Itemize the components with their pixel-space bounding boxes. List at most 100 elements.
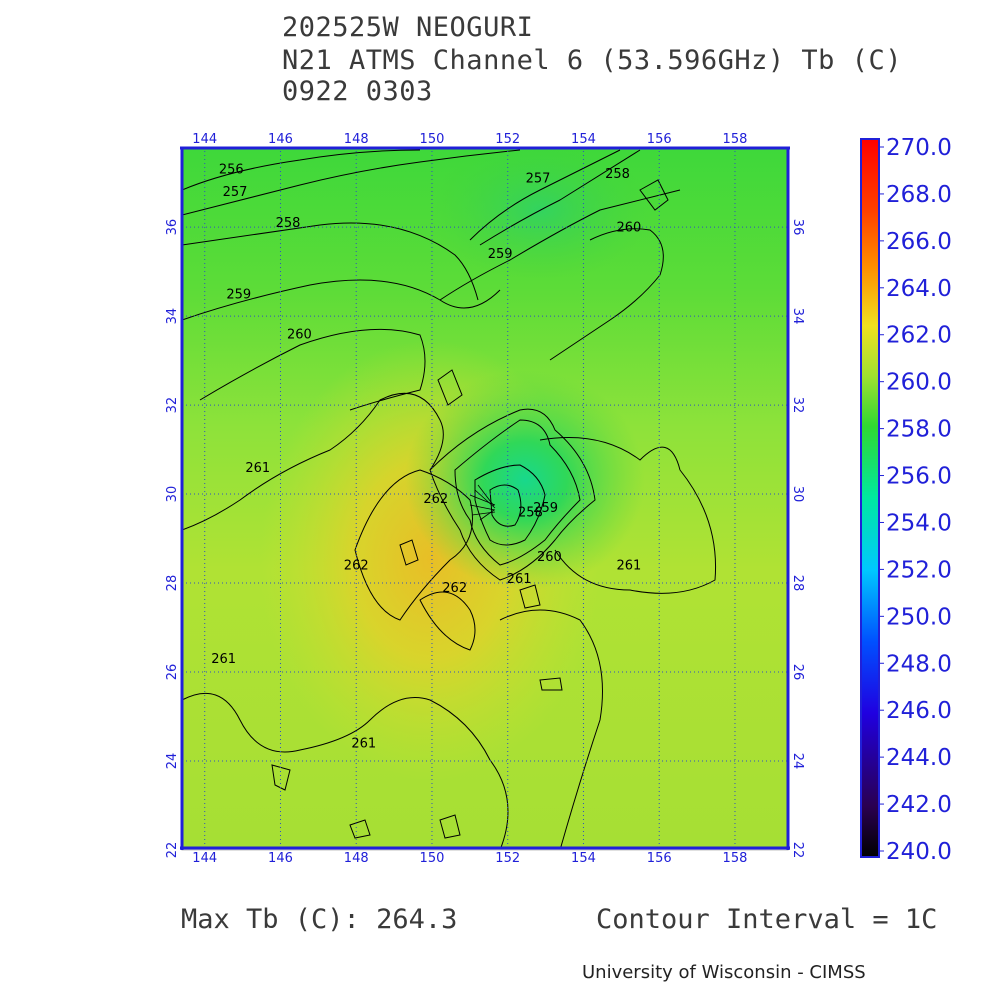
x-tick-label-top-5: 154 [571,132,596,147]
contour-258-core [474,464,546,546]
contour-label-5: 261 [245,461,270,476]
x-tick-label-top-2: 148 [344,132,369,147]
x-tick-label-top-0: 144 [192,132,217,147]
contour-label-16: 258 [605,167,630,182]
y-tick-label-left-5: 32 [165,397,180,414]
colorbar-label-11: 248.0 [886,651,952,677]
colorbar-label-9: 252.0 [886,557,952,583]
contour-261-south [182,692,509,850]
contour-257-north [469,149,621,241]
chart-subtitle: N21 ATMS Channel 6 (53.596GHz) Tb (C) [282,45,902,76]
x-tick-label-bottom-0: 144 [192,851,217,866]
max-tb-label: Max Tb (C): 264.3 [181,904,458,935]
credit-label: University of Wisconsin - CIMSS [582,962,866,983]
contour-interval-label: Contour Interval = 1C [596,904,938,935]
contour-label-6: 262 [423,492,448,507]
contour-small-n [437,369,463,406]
y-tick-label-left-1: 24 [165,753,180,770]
y-tick-label-right-7: 36 [790,219,805,236]
contour-257-core [489,484,522,527]
contour-label-8: 262 [442,581,467,596]
colorbar-label-6: 258.0 [886,417,952,443]
y-tick-label-right-0: 22 [790,842,805,859]
colorbar-label-4: 262.0 [886,323,952,349]
contour-259-core [454,419,581,566]
contour-label-13: 260 [537,550,562,565]
eye-contour-spokes [469,484,496,521]
contour-label-4: 260 [287,327,312,342]
y-tick-label-right-1: 24 [790,753,805,770]
contour-260-core [429,408,596,581]
colorbar-labels: 270.0 268.0 266.0 264.0 262.0 260.0 258.0 256.0… [879,135,952,865]
contour-label-19: 259 [533,501,558,516]
colorbar-label-13: 244.0 [886,745,952,771]
x-tick-label-bottom-6: 156 [647,851,672,866]
contour-260-north [549,228,664,361]
y-tick-label-left-3: 28 [165,575,180,592]
contour-small-s3 [349,819,371,839]
contour-label-9: 261 [211,652,236,667]
contour-label-14: 260 [617,221,642,236]
contour-262-a [354,469,473,621]
y-tick-label-right-4: 30 [790,486,805,503]
northern-cold-band [430,147,650,280]
contour-labels: 2562572582592602612622622622612612612612… [211,163,641,752]
contour-label-3: 259 [226,287,251,302]
x-tick-label-top-1: 146 [268,132,293,147]
contour-label-2: 258 [276,216,301,231]
x-tick-label-bottom-3: 150 [420,851,445,866]
colorbar-label-14: 242.0 [886,792,952,818]
contour-261-southeast [499,609,603,850]
y-tick-label-left-7: 36 [165,219,180,236]
x-tick-label-bottom-1: 146 [268,851,293,866]
y-tick-label-right-5: 32 [790,397,805,414]
contour-257 [182,149,521,216]
x-tick-label-bottom-5: 154 [571,851,596,866]
colorbar-label-1: 268.0 [886,182,952,208]
contour-label-10: 261 [351,737,376,752]
contour-259 [182,279,501,321]
x-tick-label-top-4: 152 [495,132,520,147]
contour-small-s2 [439,814,461,839]
contour-261-east [539,437,717,594]
contour-small-w [399,539,419,566]
cold-core-region [405,370,645,590]
contour-label-18: 258 [518,505,543,520]
contour-label-7: 262 [344,559,369,574]
x-tick-label-top-3: 150 [420,132,445,147]
contour-label-17: 257 [526,172,551,187]
y-tick-label-right-2: 26 [790,664,805,681]
y-tick-label-left-2: 26 [165,664,180,681]
contour-label-15: 259 [488,247,513,262]
chart-datetime: 0922 0303 [282,76,433,107]
contour-label-0: 256 [219,163,244,178]
y-tick-label-right-3: 28 [790,575,805,592]
contour-label-12: 261 [507,572,532,587]
axis-tick-labels: 144 144 146 146 148 148 150 150 152 152 154 154 156 1… [165,132,805,866]
contour-lines [182,149,717,850]
colorbar [860,138,880,858]
contour-label-1: 257 [223,185,248,200]
x-tick-label-bottom-7: 158 [723,851,748,866]
colorbar-label-10: 250.0 [886,604,952,630]
contour-label-11: 261 [617,559,642,574]
colorbar-label-0: 270.0 [886,135,952,161]
contour-small-sw [271,764,291,791]
colorbar-label-12: 246.0 [886,698,952,724]
y-tick-label-left-0: 22 [165,842,180,859]
contour-258-north [479,149,641,246]
colorbar-label-3: 264.0 [886,276,952,302]
contour-256 [182,149,421,191]
x-tick-label-bottom-4: 152 [495,851,520,866]
y-tick-label-left-4: 30 [165,486,180,503]
contour-262-b [419,591,476,651]
x-tick-label-top-6: 156 [647,132,672,147]
colorbar-label-8: 254.0 [886,510,952,536]
contour-258 [182,222,479,301]
contour-small-s [519,584,541,609]
x-tick-label-top-7: 158 [723,132,748,147]
colorbar-label-5: 260.0 [886,370,952,396]
y-tick-label-right-6: 34 [790,308,805,325]
contour-small-se [539,677,563,691]
